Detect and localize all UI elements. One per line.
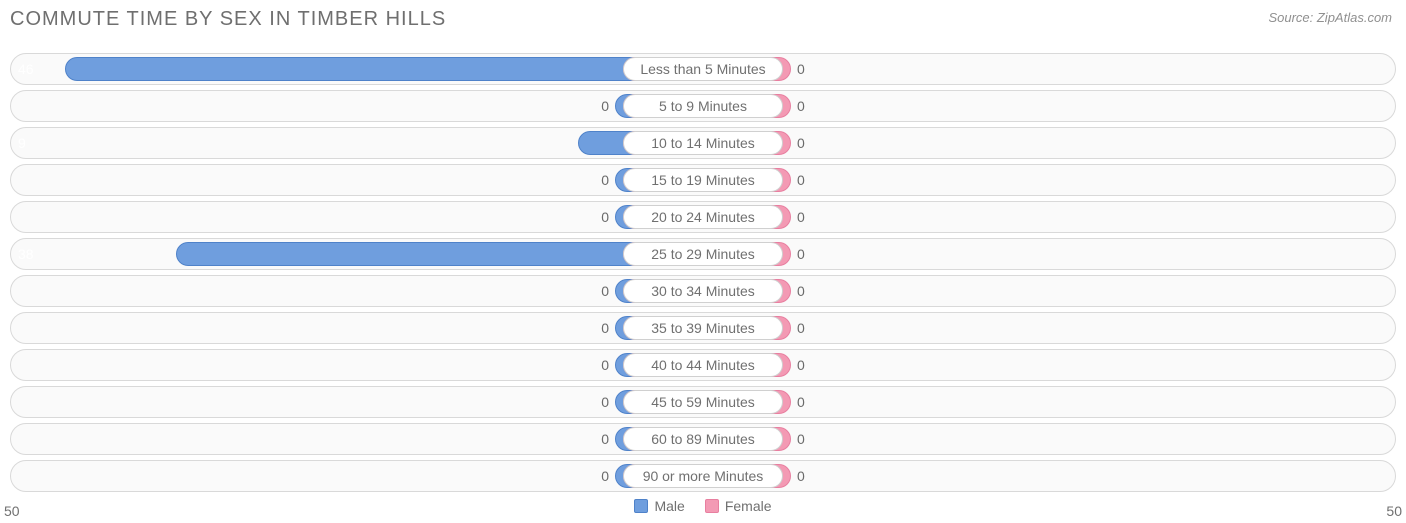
female-value: 0 — [797, 90, 805, 122]
male-value: 0 — [601, 275, 609, 307]
chart-rows: 460Less than 5 Minutes005 to 9 Minutes90… — [10, 53, 1396, 492]
legend-male-swatch — [634, 499, 648, 513]
legend-male: Male — [634, 498, 684, 514]
chart-title: Commute Time By Sex in Timber Hills — [10, 8, 1396, 31]
chart-row: 38 0 25 to 29 Minutes — [10, 238, 1396, 270]
category-label: 35 to 39 Minutes — [623, 316, 783, 340]
category-label: 30 to 34 Minutes — [623, 279, 783, 303]
female-value: 0 — [797, 238, 805, 270]
chart-row: 0 0 20 to 24 Minutes — [10, 201, 1396, 233]
female-value: 0 — [797, 53, 805, 85]
male-value: 0 — [601, 90, 609, 122]
male-value: 9 — [18, 127, 606, 159]
male-value: 46 — [18, 53, 93, 85]
female-value: 0 — [797, 201, 805, 233]
category-label: 40 to 44 Minutes — [623, 353, 783, 377]
female-value: 0 — [797, 423, 805, 455]
male-value: 0 — [601, 312, 609, 344]
chart-row: 0 0 90 or more Minutes — [10, 460, 1396, 492]
male-value: 0 — [601, 386, 609, 418]
female-value: 0 — [797, 349, 805, 381]
legend-female-label: Female — [725, 498, 772, 514]
female-value: 0 — [797, 164, 805, 196]
male-value: 0 — [601, 349, 609, 381]
chart-row: 0 0 5 to 9 Minutes — [10, 90, 1396, 122]
source-credit: Source: ZipAtlas.com — [1268, 10, 1392, 25]
male-value: 38 — [18, 238, 204, 270]
category-label: 45 to 59 Minutes — [623, 390, 783, 414]
category-label: 20 to 24 Minutes — [623, 205, 783, 229]
chart-row: 0 0 15 to 19 Minutes — [10, 164, 1396, 196]
male-value: 0 — [601, 201, 609, 233]
male-value: 0 — [601, 460, 609, 492]
chart-row: 0 0 60 to 89 Minutes — [10, 423, 1396, 455]
legend-male-label: Male — [654, 498, 684, 514]
female-value: 0 — [797, 312, 805, 344]
category-label: 10 to 14 Minutes — [623, 131, 783, 155]
female-value: 0 — [797, 386, 805, 418]
chart-row: 9 0 10 to 14 Minutes — [10, 127, 1396, 159]
chart-row: 0 0 35 to 39 Minutes — [10, 312, 1396, 344]
female-value: 0 — [797, 127, 805, 159]
legend: Male Female — [10, 495, 1396, 517]
category-label: 25 to 29 Minutes — [623, 242, 783, 266]
male-value: 0 — [601, 164, 609, 196]
category-label: 60 to 89 Minutes — [623, 427, 783, 451]
female-value: 0 — [797, 460, 805, 492]
female-value: 0 — [797, 275, 805, 307]
chart-row: 0 0 40 to 44 Minutes — [10, 349, 1396, 381]
chart-row: 0 0 30 to 34 Minutes — [10, 275, 1396, 307]
legend-female-swatch — [705, 499, 719, 513]
male-value: 0 — [601, 423, 609, 455]
category-label: 5 to 9 Minutes — [623, 94, 783, 118]
category-label: 15 to 19 Minutes — [623, 168, 783, 192]
category-label: 90 or more Minutes — [623, 464, 783, 488]
chart-container: Commute Time By Sex in Timber Hills Sour… — [0, 0, 1406, 523]
chart-row: 46 0 Less than 5 Minutes — [10, 53, 1396, 85]
chart-row: 0 0 45 to 59 Minutes — [10, 386, 1396, 418]
legend-female: Female — [705, 498, 772, 514]
category-label: Less than 5 Minutes — [623, 57, 783, 81]
